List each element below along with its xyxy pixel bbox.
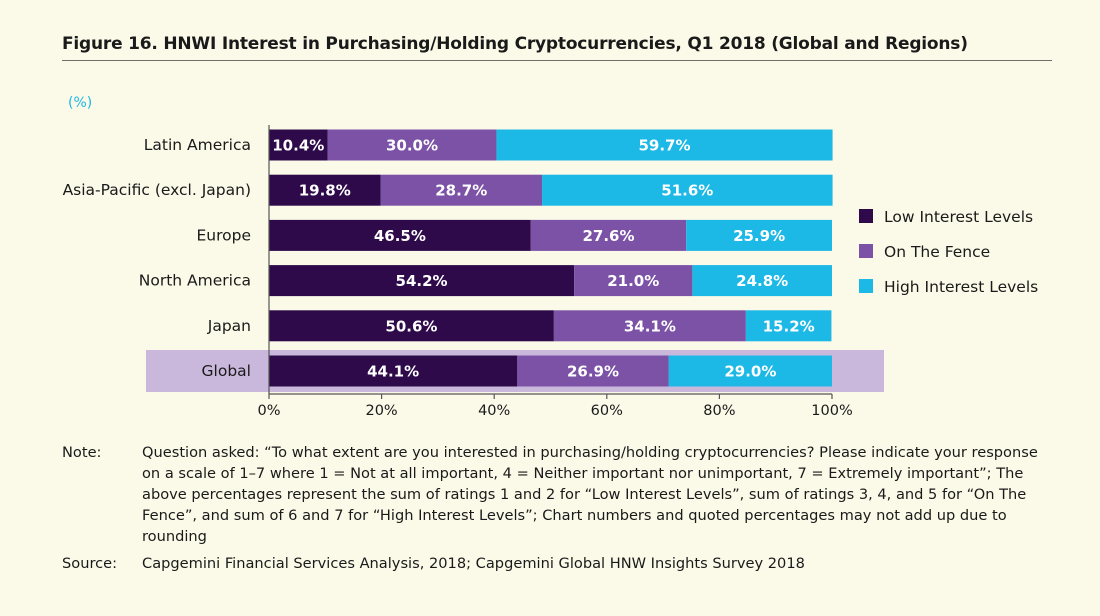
x-tick-label: 60% <box>591 403 623 419</box>
stacked-bar-chart: (%) Latin America 10.4% 30.0% 59.7% Asia-Paci… <box>63 95 1039 419</box>
bar-segment <box>269 310 554 342</box>
note-label: Note: <box>62 444 102 461</box>
category-label: Japan <box>207 317 251 335</box>
data-label: 34.1% <box>624 317 676 335</box>
bar-segment <box>530 219 687 251</box>
data-label: 51.6% <box>661 182 713 200</box>
bar-segment <box>745 310 832 342</box>
category-label: North America <box>139 272 251 290</box>
category-label: Asia-Pacific (excl. Japan) <box>63 181 251 199</box>
data-label: 25.9% <box>733 227 785 245</box>
legend-swatch <box>859 209 873 223</box>
bar-segment <box>327 129 497 161</box>
category-label: Global <box>202 362 251 380</box>
note-row: Note: Question asked: “To what extent ar… <box>62 442 1042 547</box>
bar-segment <box>380 174 543 206</box>
category-label: Latin America <box>144 136 251 154</box>
data-label: 44.1% <box>367 363 419 381</box>
source-text: Capgemini Financial Services Analysis, 2… <box>142 555 805 572</box>
bar-segment <box>686 219 832 251</box>
bar-segment <box>553 310 746 342</box>
legend-label: High Interest Levels <box>884 278 1038 296</box>
category-label: Europe <box>196 226 251 244</box>
bar-segment <box>692 265 832 297</box>
note-text: Question asked: “To what extent are you … <box>142 444 1038 545</box>
data-label: 59.7% <box>638 137 690 155</box>
legend-swatch <box>859 279 873 293</box>
data-label: 46.5% <box>374 227 426 245</box>
data-label: 21.0% <box>607 272 659 290</box>
data-label: 29.0% <box>724 363 776 381</box>
x-tick-label: 80% <box>703 403 735 419</box>
bar-segment <box>269 174 381 206</box>
notes-section: Note: Question asked: “To what extent ar… <box>62 442 1042 574</box>
bar-segment <box>269 265 575 297</box>
bar-segment <box>496 129 833 161</box>
data-label: 19.8% <box>299 182 351 200</box>
data-label: 15.2% <box>763 317 815 335</box>
data-label: 50.6% <box>385 317 437 335</box>
bar-segment <box>269 219 531 251</box>
figure-title: Figure 16. HNWI Interest in Purchasing/H… <box>62 34 968 54</box>
bar-segment <box>517 355 669 387</box>
data-label: 24.8% <box>736 272 788 290</box>
legend-swatch <box>859 244 873 258</box>
bar-segment <box>269 129 328 161</box>
legend-label: Low Interest Levels <box>884 208 1033 226</box>
x-tick-label: 0% <box>257 403 280 419</box>
data-label: 28.7% <box>435 182 487 200</box>
x-tick-label: 20% <box>365 403 397 419</box>
source-label: Source: <box>62 555 118 572</box>
x-tick-label: 40% <box>478 403 510 419</box>
bar-segment <box>542 174 833 206</box>
title-divider <box>62 60 1052 61</box>
x-tick-label: 100% <box>811 403 852 419</box>
bar-segment <box>668 355 832 387</box>
data-label: 26.9% <box>567 363 619 381</box>
data-label: 30.0% <box>386 137 438 155</box>
data-label: 54.2% <box>396 272 448 290</box>
bar-segment <box>269 355 518 387</box>
data-label: 27.6% <box>582 227 634 245</box>
legend-label: On The Fence <box>884 243 990 261</box>
unit-label: (%) <box>68 95 92 111</box>
data-label: 10.4% <box>272 137 324 155</box>
source-row: Source: Capgemini Financial Services Ana… <box>62 553 1042 574</box>
bar-segment <box>574 265 693 297</box>
